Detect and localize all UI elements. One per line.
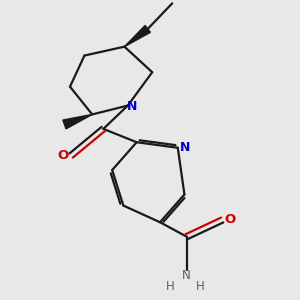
Text: N: N (180, 141, 190, 154)
Polygon shape (124, 26, 150, 47)
Polygon shape (63, 114, 92, 129)
Text: O: O (224, 213, 235, 226)
Text: H: H (166, 280, 174, 293)
Text: N: N (127, 100, 137, 113)
Text: O: O (57, 149, 68, 162)
Text: H: H (196, 280, 204, 293)
Text: N: N (182, 269, 191, 282)
